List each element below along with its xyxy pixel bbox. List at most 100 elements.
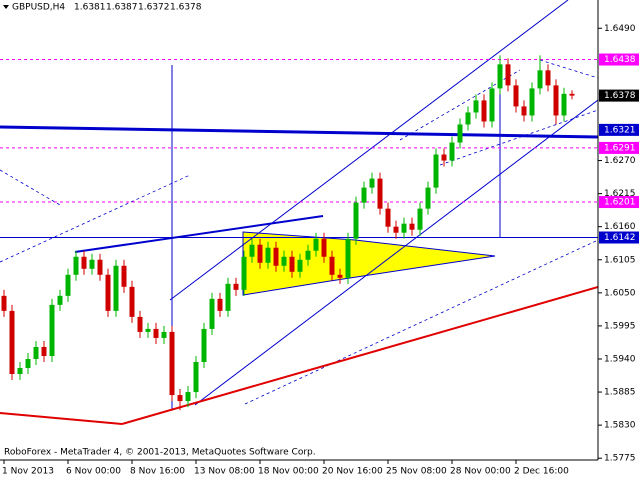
level-label: 1.6201 bbox=[604, 198, 636, 208]
menu-icon[interactable] bbox=[3, 5, 9, 9]
channel-line bbox=[169, 0, 569, 301]
level-label: 1.6438 bbox=[604, 55, 636, 65]
y-tick-label: 1.5995 bbox=[604, 321, 636, 331]
candle-body bbox=[361, 187, 367, 203]
candle-body bbox=[297, 259, 303, 272]
x-tick-label: 8 Nov 16:00 bbox=[130, 467, 185, 477]
candle-body bbox=[17, 368, 23, 375]
candle-body bbox=[57, 295, 63, 305]
candle-body bbox=[313, 238, 319, 251]
candle-body bbox=[65, 274, 71, 296]
candle-body bbox=[505, 64, 511, 86]
candle-body bbox=[473, 100, 479, 113]
x-tick-label: 20 Nov 16:00 bbox=[322, 467, 383, 477]
candle-body bbox=[97, 259, 103, 275]
x-tick-label: 1 Nov 2013 bbox=[2, 467, 54, 477]
candle-body bbox=[441, 154, 447, 161]
candle-body bbox=[401, 223, 407, 233]
candle-body bbox=[241, 256, 247, 290]
level-label: 1.6378 bbox=[604, 91, 636, 101]
x-tick-label: 18 Nov 00:00 bbox=[258, 467, 319, 477]
level-label-bg bbox=[599, 53, 639, 66]
candle-body bbox=[193, 361, 199, 393]
y-tick-label: 1.6490 bbox=[604, 24, 636, 34]
candle-body bbox=[25, 358, 31, 368]
dashed-line bbox=[439, 109, 598, 166]
candle-body bbox=[521, 106, 527, 116]
level-label-bg bbox=[599, 123, 639, 136]
y-tick-label: 1.6270 bbox=[604, 156, 636, 166]
candle-body bbox=[481, 100, 487, 122]
x-tick-label: 25 Nov 08:00 bbox=[386, 467, 447, 477]
candle-body bbox=[561, 93, 567, 116]
chart-title: GBPUSD,H4 bbox=[12, 3, 65, 13]
y-tick-label: 1.5830 bbox=[604, 421, 636, 431]
level-label: 1.6291 bbox=[604, 143, 636, 153]
y-tick-label: 1.6105 bbox=[604, 255, 636, 265]
candle-body bbox=[329, 256, 335, 275]
drawn-objects bbox=[0, 0, 598, 425]
x-tick-label: 2 Dec 16:00 bbox=[514, 467, 569, 477]
candle-body bbox=[265, 247, 271, 263]
candle-body bbox=[41, 346, 47, 356]
header-close: 1.6378 bbox=[170, 3, 202, 13]
candle-body bbox=[449, 142, 455, 161]
candle-body bbox=[49, 304, 55, 356]
header-low: 1.6372 bbox=[138, 3, 170, 13]
y-tick-label: 1.5885 bbox=[604, 388, 636, 398]
candle-body bbox=[1, 295, 7, 311]
candle-body bbox=[169, 331, 175, 396]
candle-body bbox=[337, 274, 343, 278]
trend-line bbox=[74, 215, 324, 253]
candle-body bbox=[377, 178, 383, 209]
candle-body bbox=[153, 328, 159, 338]
x-tick-label: 13 Nov 08:00 bbox=[194, 467, 255, 477]
candle-body bbox=[345, 238, 351, 278]
candle-body bbox=[409, 223, 415, 230]
x-tick-label: 6 Nov 00:00 bbox=[66, 467, 121, 477]
candle-body bbox=[385, 208, 391, 227]
dashed-line bbox=[0, 174, 191, 263]
level-label: 1.6321 bbox=[604, 125, 636, 135]
candle-body bbox=[201, 328, 207, 362]
candle-body bbox=[89, 259, 95, 269]
copyright: RoboForex - MetaTrader 4, © 2001-2013, M… bbox=[4, 448, 316, 458]
candle-body bbox=[497, 64, 503, 89]
candle-body bbox=[369, 178, 375, 188]
candle-body bbox=[353, 202, 359, 239]
candle-body bbox=[185, 392, 191, 402]
channel-line bbox=[194, 99, 598, 406]
candle-body bbox=[209, 298, 215, 329]
y-tick-label: 1.5940 bbox=[604, 354, 636, 364]
x-tick-label: 28 Nov 00:00 bbox=[450, 467, 511, 477]
candle-body bbox=[225, 283, 231, 311]
candle-body bbox=[545, 70, 551, 86]
candle-body bbox=[457, 124, 463, 143]
candle-body bbox=[393, 226, 399, 233]
y-tick-label: 1.6160 bbox=[604, 222, 636, 232]
candle-body bbox=[113, 265, 119, 311]
candle-body bbox=[257, 244, 263, 263]
candle-body bbox=[233, 283, 239, 290]
candle-body bbox=[529, 88, 535, 116]
candle-body bbox=[489, 88, 495, 122]
candle-body bbox=[425, 187, 431, 209]
level-label: 1.6142 bbox=[604, 233, 636, 243]
candle-body bbox=[553, 85, 559, 116]
level-label-bg bbox=[599, 141, 639, 154]
red-line bbox=[121, 286, 598, 425]
header-high: 1.6387 bbox=[106, 3, 138, 13]
candle-body bbox=[129, 286, 135, 317]
y-tick-label: 1.6215 bbox=[604, 189, 636, 199]
candle-body bbox=[137, 316, 143, 332]
level-label-bg bbox=[599, 89, 639, 102]
candle-body bbox=[465, 112, 471, 125]
candle-body bbox=[305, 250, 311, 260]
level-label-bg bbox=[599, 196, 639, 209]
levels bbox=[0, 59, 598, 239]
candle-body bbox=[81, 256, 87, 269]
red-line bbox=[0, 412, 123, 425]
dashed-line bbox=[244, 239, 598, 405]
level-label-bg bbox=[599, 231, 639, 244]
